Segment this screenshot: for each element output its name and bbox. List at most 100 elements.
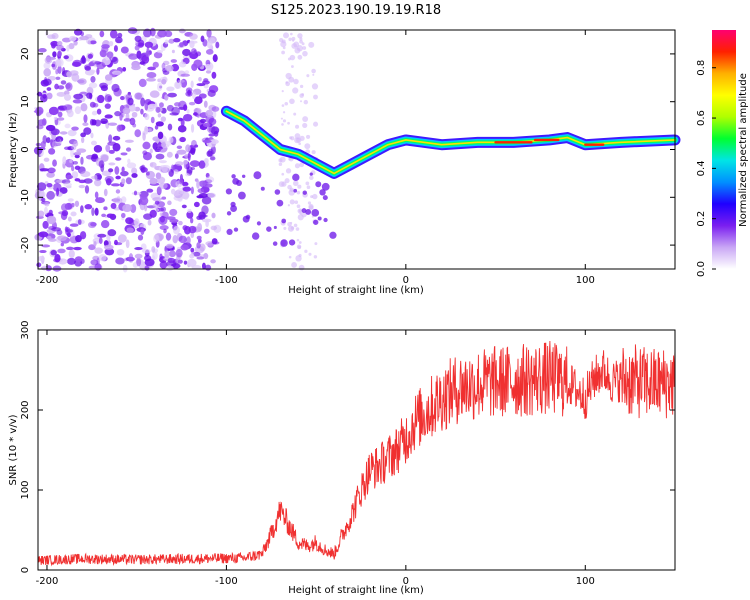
- noise-blob: [178, 235, 187, 244]
- noise-blob: [236, 180, 242, 186]
- noise-blob: [226, 228, 233, 235]
- noise-blob: [125, 147, 132, 152]
- noise-blob: [104, 103, 111, 109]
- snr-series-line: [37, 340, 676, 567]
- noise-blob: [115, 157, 122, 161]
- noise-blob: [211, 106, 220, 112]
- noise-blob: [89, 101, 96, 108]
- noise-blob: [99, 30, 105, 38]
- noise-blob: [106, 213, 114, 218]
- noise-blob: [172, 235, 178, 244]
- noise-blob: [73, 40, 78, 46]
- noise-blob: [288, 239, 296, 246]
- snr-x-axis-label: Height of straight line (km): [288, 585, 424, 596]
- noise-blob: [67, 198, 74, 202]
- noise-blob: [104, 94, 113, 103]
- noise-blob: [57, 40, 63, 46]
- noise-blob: [100, 220, 110, 229]
- noise-blob: [120, 46, 129, 54]
- noise-blob: [184, 70, 190, 75]
- noise-blob: [128, 253, 134, 261]
- snr-y-tick-label-0: 0: [20, 567, 31, 573]
- noise-blob: [179, 42, 184, 48]
- noise-blob: [189, 40, 195, 49]
- noise-blob: [140, 97, 146, 107]
- noise-blob: [185, 87, 193, 94]
- noise-blob: [237, 191, 246, 200]
- noise-blob: [313, 121, 319, 127]
- noise-blob: [317, 216, 322, 221]
- noise-blob: [68, 35, 77, 42]
- noise-blob: [137, 234, 144, 241]
- noise-blob: [285, 168, 292, 174]
- spectrogram-x-tick-label-1: -100: [215, 275, 238, 286]
- noise-blob: [70, 211, 77, 217]
- noise-blob: [96, 67, 100, 75]
- noise-blob: [57, 85, 65, 90]
- noise-blob: [116, 124, 123, 132]
- noise-blob: [90, 132, 94, 139]
- snr-y-tick-label-1: 100: [20, 480, 31, 499]
- noise-blob: [89, 40, 97, 45]
- noise-blob: [192, 91, 196, 100]
- noise-blob: [43, 94, 47, 98]
- snr-x-tick-label-1: -100: [215, 576, 238, 587]
- noise-blob: [192, 251, 201, 257]
- noise-blob: [170, 59, 177, 63]
- snr-x-ticks: -200 -100 0 100: [36, 330, 595, 587]
- noise-blob: [211, 238, 218, 245]
- noise-blob: [94, 191, 99, 199]
- noise-blob: [42, 220, 49, 229]
- noise-blob: [322, 195, 328, 201]
- noise-blob: [72, 99, 83, 104]
- snr-y-tick-label-2: 200: [20, 400, 31, 419]
- noise-blob: [167, 92, 177, 98]
- noise-blob: [280, 117, 283, 120]
- noise-blob: [149, 90, 160, 98]
- colorbar-tick-label-2: 0.4: [696, 160, 707, 176]
- noise-blob: [39, 249, 47, 254]
- noise-blob: [158, 164, 168, 174]
- noise-blob: [120, 96, 125, 101]
- noise-blob: [46, 171, 55, 178]
- noise-blob: [169, 112, 179, 116]
- noise-blob: [140, 164, 146, 174]
- noise-blob: [292, 39, 295, 42]
- noise-blob: [183, 260, 188, 265]
- noise-blob: [140, 108, 144, 115]
- noise-blob: [138, 53, 149, 62]
- noise-blob: [121, 178, 126, 185]
- noise-blob: [98, 160, 105, 168]
- noise-blob: [36, 262, 42, 268]
- noise-blob: [196, 83, 206, 87]
- noise-blob: [139, 61, 145, 65]
- noise-blob: [174, 153, 179, 159]
- noise-blob: [93, 241, 97, 247]
- noise-blob: [127, 158, 131, 164]
- noise-blob: [121, 212, 126, 219]
- noise-blob: [199, 118, 207, 124]
- spectrogram-y-axis-label: Frequency (Hz): [8, 112, 19, 188]
- noise-blob: [182, 113, 193, 122]
- noise-blob: [136, 257, 142, 267]
- noise-blob: [294, 200, 299, 204]
- noise-blob: [48, 209, 53, 215]
- noise-blob: [166, 151, 173, 158]
- noise-blob: [71, 165, 75, 172]
- noise-blob: [202, 122, 211, 127]
- noise-blob: [230, 201, 236, 207]
- noise-blob: [67, 129, 77, 137]
- noise-blob: [210, 139, 219, 145]
- noise-blob: [55, 76, 61, 81]
- noise-blob: [189, 33, 198, 40]
- noise-blob: [161, 62, 166, 70]
- noise-blob: [158, 160, 167, 164]
- snr-x-tick-label-0: -200: [36, 576, 59, 587]
- noise-blob: [280, 239, 288, 247]
- noise-blob: [188, 225, 197, 234]
- noise-blob: [291, 43, 298, 49]
- noise-blob: [284, 178, 290, 184]
- noise-blob: [103, 206, 108, 211]
- noise-blob: [295, 227, 300, 231]
